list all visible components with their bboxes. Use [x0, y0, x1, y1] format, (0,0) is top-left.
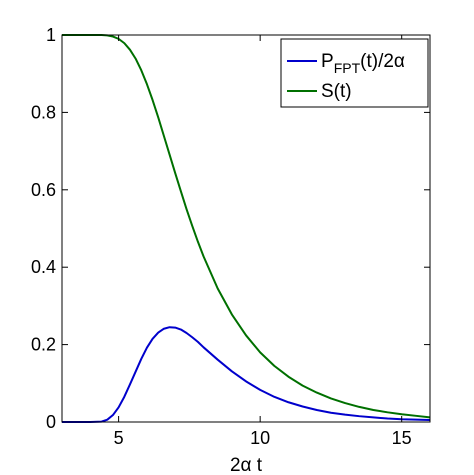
y-tick-label: 0.2: [31, 335, 56, 355]
x-tick-label: 5: [114, 428, 124, 448]
y-tick-label: 0.6: [31, 180, 56, 200]
legend-label-s: S(t): [321, 81, 352, 102]
y-tick-label: 1: [46, 25, 56, 45]
legend-label-p-sub: FPT: [334, 60, 361, 76]
series-line-1: [62, 34, 431, 419]
x-axis-title: 2α t: [230, 455, 263, 475]
axes-frame: [61, 34, 431, 423]
legend-label-p-fpt: PFPT(t)/2α: [321, 51, 405, 76]
y-tick-label: 0.4: [31, 257, 56, 277]
y-tick-label: 0: [46, 412, 56, 432]
legend-box: [280, 38, 429, 108]
axes-layer: 5 10 15 0 0.2 0.4 0.6 0.8 1: [31, 25, 431, 448]
legend: PFPT(t)/2α S(t): [280, 38, 429, 108]
y-tick-label: 0.8: [31, 102, 56, 122]
series-layer: [62, 34, 431, 423]
x-tick-label: 10: [250, 428, 270, 448]
series-line-0: [62, 326, 431, 423]
legend-label-p-rest: (t)/2α: [360, 51, 405, 72]
x-tick-label: 15: [392, 428, 412, 448]
legend-label-p-main: P: [321, 51, 334, 72]
